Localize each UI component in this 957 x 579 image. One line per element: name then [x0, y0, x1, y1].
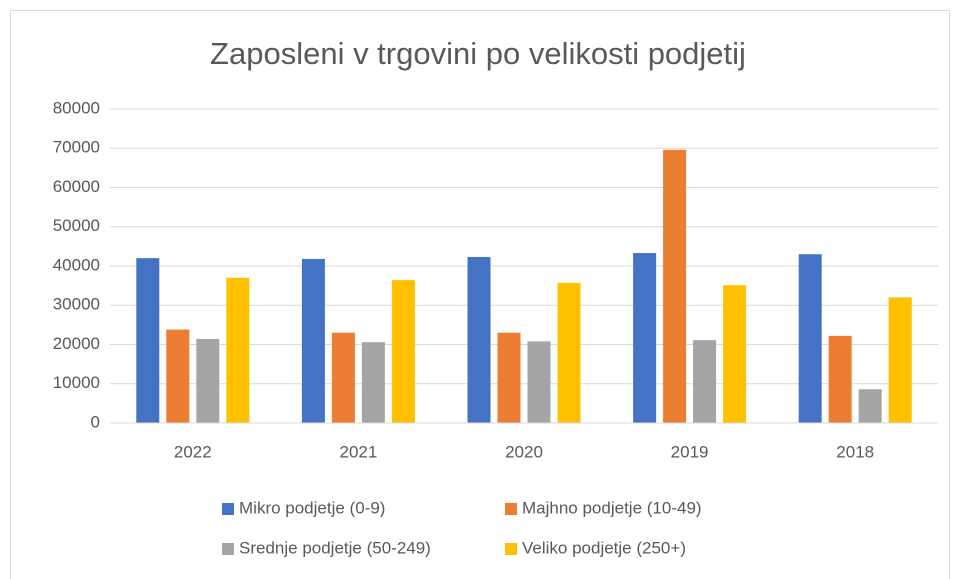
- bar: [633, 253, 657, 423]
- y-tick-label: 30000: [53, 295, 100, 314]
- bar: [723, 285, 747, 423]
- x-tick-label: 2020: [505, 442, 543, 461]
- bar: [467, 256, 491, 423]
- y-tick-label: 60000: [53, 177, 100, 196]
- legend-label: Mikro podjetje (0-9): [239, 498, 385, 517]
- bar: [663, 149, 687, 423]
- y-tick-label: 80000: [53, 98, 100, 117]
- bar: [527, 341, 551, 423]
- y-tick-label: 70000: [53, 138, 100, 157]
- bar: [693, 340, 717, 423]
- chart-title: Zaposleni v trgovini po velikosti podjet…: [210, 36, 746, 71]
- bar: [497, 332, 521, 423]
- bar: [331, 332, 355, 423]
- y-tick-label: 40000: [53, 255, 100, 274]
- legend-label: Veliko podjetje (250+): [522, 538, 686, 557]
- x-tick-label: 2018: [836, 442, 874, 461]
- x-tick-label: 2022: [174, 442, 212, 461]
- bar: [557, 282, 581, 423]
- y-tick-label: 20000: [53, 334, 100, 353]
- bar: [888, 297, 912, 423]
- x-tick-label: 2019: [671, 442, 709, 461]
- bar: [798, 254, 822, 423]
- legend-swatch: [505, 503, 517, 515]
- y-tick-label: 0: [91, 412, 100, 431]
- bar: [858, 389, 882, 423]
- x-tick-label: 2021: [339, 442, 377, 461]
- bar: [166, 329, 190, 423]
- bar: [196, 339, 220, 423]
- legend-swatch: [222, 543, 234, 555]
- bar: [226, 277, 250, 423]
- legend-swatch: [222, 503, 234, 515]
- legend-label: Srednje podjetje (50-249): [239, 538, 431, 557]
- bar: [391, 280, 415, 423]
- y-tick-label: 50000: [53, 216, 100, 235]
- bar: [136, 258, 160, 423]
- y-tick-label: 10000: [53, 373, 100, 392]
- bar: [301, 258, 325, 423]
- legend-label: Majhno podjetje (10-49): [522, 498, 702, 517]
- bar: [828, 335, 852, 423]
- legend-swatch: [505, 543, 517, 555]
- bar: [361, 342, 385, 423]
